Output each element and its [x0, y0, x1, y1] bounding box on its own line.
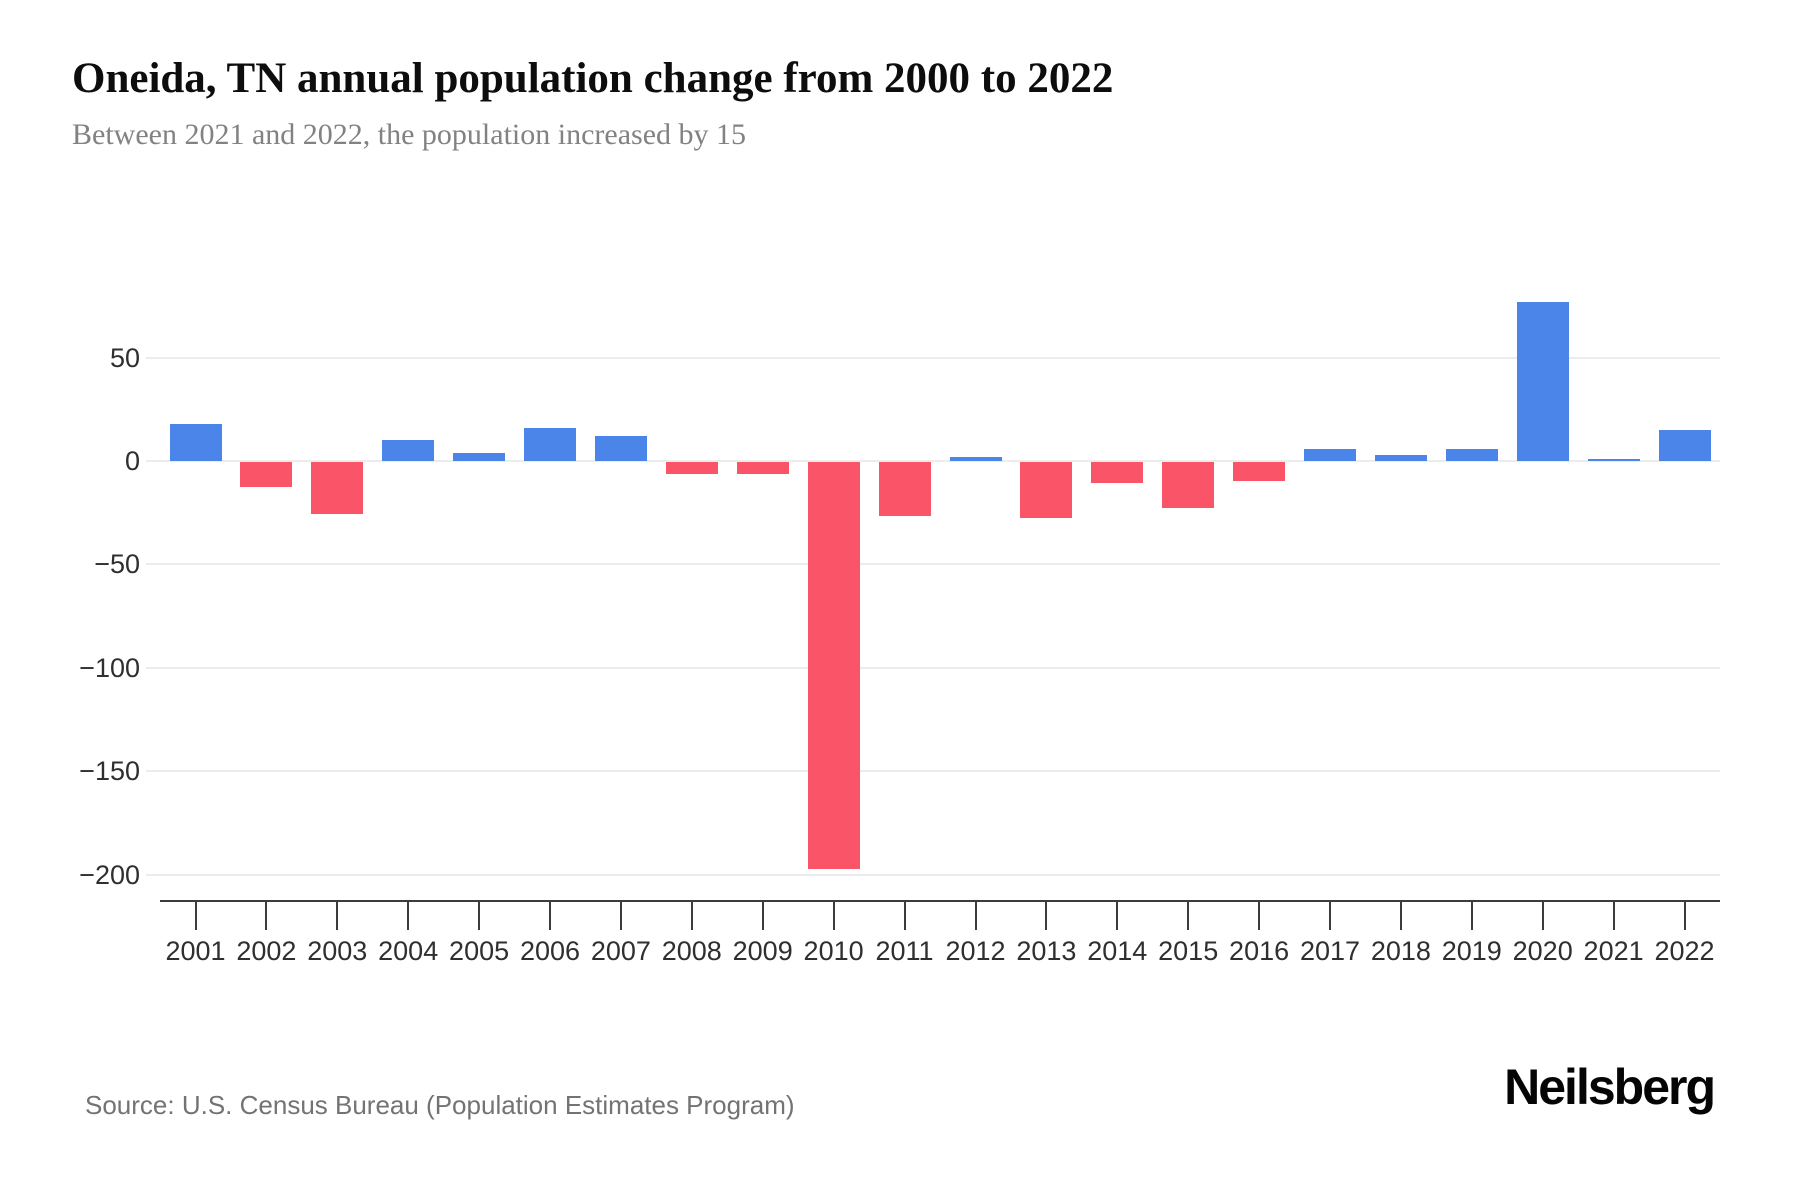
x-axis-label-2019: 2019 [1441, 936, 1502, 966]
y-axis-label: 50 [109, 342, 140, 373]
bar-2001[interactable] [169, 423, 222, 461]
x-axis-label-2015: 2015 [1158, 936, 1219, 966]
bar-2002[interactable] [240, 462, 293, 487]
bar-2017[interactable] [1304, 448, 1356, 461]
x-axis-label-2013: 2013 [1016, 936, 1077, 966]
plot-area: 50 0 −50 −100 −150 −200 2001 2002 2003 2004 2005 20… [79, 301, 1720, 966]
x-axis-label-2016: 2016 [1229, 936, 1290, 966]
x-tick-2007 [619, 902, 622, 930]
source-note: Source: U.S. Census Bureau (Population E… [85, 1090, 795, 1120]
bar-2004[interactable] [382, 440, 435, 461]
x-tick-2003 [336, 902, 339, 930]
x-tick-2005 [478, 902, 481, 930]
x-axis-label-2022: 2022 [1654, 936, 1715, 966]
bar-2022[interactable] [1658, 430, 1711, 461]
x-tick-2004 [407, 902, 410, 930]
x-tick-2014 [1116, 902, 1119, 930]
x-tick-2013 [1045, 902, 1048, 930]
x-tick-2012 [974, 902, 977, 930]
bar-2015[interactable] [1162, 462, 1215, 508]
x-tick-2011 [903, 902, 906, 930]
x-tick-2001 [194, 902, 197, 930]
x-axis-label-2007: 2007 [590, 936, 651, 966]
bar-2016[interactable] [1233, 462, 1286, 481]
bar-2014[interactable] [1091, 462, 1144, 483]
bar-2003[interactable] [311, 462, 364, 514]
x-axis-label-2009: 2009 [732, 936, 793, 966]
y-axis-label: −100 [79, 652, 140, 683]
x-tick-2022 [1683, 902, 1686, 930]
bar-2010[interactable] [807, 462, 860, 870]
gridline-y-100 [146, 666, 1720, 669]
x-tick-2018 [1399, 902, 1402, 930]
x-axis-label-2004: 2004 [378, 936, 439, 966]
x-tick-2016 [1258, 902, 1261, 930]
x-tick-2006 [549, 902, 551, 930]
y-axis-label: −200 [79, 859, 140, 890]
x-tick-2019 [1470, 902, 1473, 930]
gridline-y0 [146, 460, 1720, 462]
x-axis-label-2020: 2020 [1512, 936, 1573, 966]
gridline-y-200 [146, 873, 1720, 876]
x-axis-label-2001: 2001 [165, 936, 226, 966]
x-axis-label-2017: 2017 [1299, 936, 1361, 966]
bar-2009[interactable] [736, 462, 789, 475]
bar-2011[interactable] [878, 462, 931, 516]
x-tick-2009 [761, 902, 764, 930]
x-axis-label-2018: 2018 [1370, 936, 1431, 966]
x-axis-label-2011: 2011 [875, 936, 934, 966]
y-axis-label: 0 [124, 446, 140, 476]
chart-title: Oneida, TN annual population change from… [72, 55, 1114, 102]
bar-2007[interactable] [594, 436, 647, 461]
x-tick-2017 [1329, 902, 1331, 930]
x-axis-label-2014: 2014 [1087, 936, 1148, 966]
x-axis-label-2010: 2010 [803, 936, 864, 966]
x-tick-2008 [690, 902, 693, 930]
y-axis-label: −50 [94, 549, 140, 580]
x-tick-2010 [832, 902, 835, 930]
x-tick-2002 [265, 902, 268, 930]
bar-2019[interactable] [1445, 448, 1498, 461]
x-tick-2015 [1187, 902, 1190, 930]
bar-2021[interactable] [1587, 458, 1640, 461]
x-axis-label-2002: 2002 [236, 936, 297, 966]
bar-2005[interactable] [453, 452, 506, 461]
y-axis-label: −150 [79, 756, 140, 787]
bar-2006[interactable] [524, 427, 576, 461]
x-axis-label-2006: 2006 [519, 936, 581, 966]
gridline-y50 [146, 356, 1720, 359]
x-axis-label-2005: 2005 [449, 936, 510, 966]
x-axis-line [160, 900, 1720, 902]
x-axis-label-2021: 2021 [1583, 936, 1644, 966]
gridline-y-150 [146, 770, 1720, 773]
bar-2018[interactable] [1374, 454, 1427, 461]
chart-subtitle: Between 2021 and 2022, the population in… [72, 118, 747, 151]
x-tick-2021 [1612, 902, 1615, 930]
bar-2012[interactable] [949, 456, 1002, 461]
x-tick-2020 [1541, 902, 1544, 930]
bar-2020[interactable] [1516, 301, 1569, 461]
bar-2008[interactable] [665, 462, 718, 475]
bar-2013[interactable] [1020, 462, 1073, 518]
neilsberg-logo: Neilsberg [1504, 1059, 1716, 1115]
x-axis-label-2008: 2008 [661, 936, 722, 966]
x-axis-label-2003: 2003 [307, 936, 368, 966]
gridline-y-50 [146, 563, 1720, 566]
x-axis-label-2012: 2012 [945, 936, 1006, 966]
